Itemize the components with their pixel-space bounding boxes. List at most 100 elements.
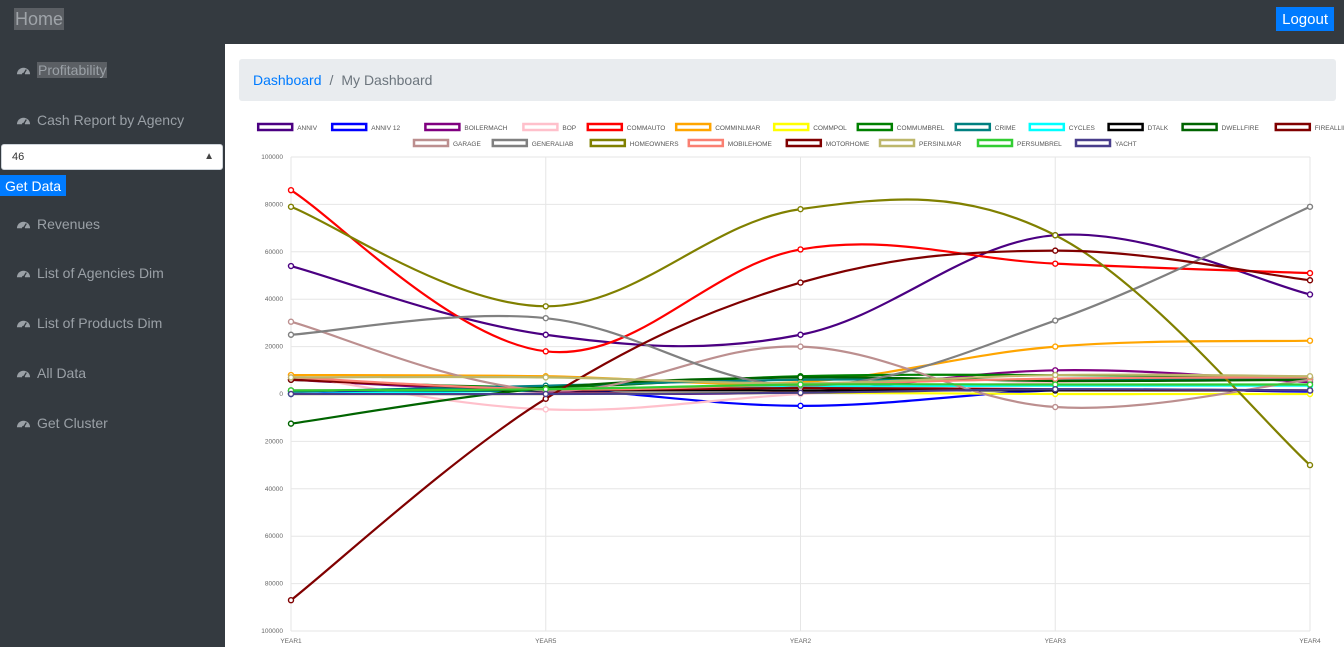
x-tick-label: YEAR3	[1045, 638, 1067, 645]
get-data-button[interactable]: Get Data	[0, 175, 67, 196]
data-point	[797, 389, 804, 397]
select-arrows-icon: ▲	[204, 151, 214, 162]
y-tick-label: 100000	[261, 154, 283, 161]
legend-swatch	[674, 122, 712, 132]
legend-label: CYCLES	[1069, 125, 1096, 132]
x-tick-label: YEAR5	[535, 638, 557, 645]
data-point	[287, 203, 295, 210]
legend-swatch	[1181, 122, 1218, 132]
legend-label: YACHT	[1115, 141, 1137, 148]
data-point	[1306, 337, 1314, 344]
main-content: Dashboard / My Dashboard	[225, 44, 1344, 647]
legend-label: PERSINLMAR	[919, 141, 962, 148]
dashboard-icon	[16, 117, 31, 126]
legend-swatch	[522, 122, 559, 132]
legend-label: BOILERMACH	[464, 125, 507, 132]
y-tick-label: 0	[279, 391, 283, 398]
data-point	[1052, 260, 1059, 267]
y-tick-label: 20000	[265, 438, 283, 445]
agency-select[interactable]: 46 ▲	[1, 144, 223, 170]
home-link[interactable]: Home	[14, 8, 65, 30]
legend-swatch	[856, 122, 894, 132]
sidebar-item-all-data[interactable]: All Data	[16, 361, 86, 385]
sidebar-item-label: List of Agencies Dim	[37, 265, 164, 281]
sidebar-item-revenues[interactable]: Revenues	[16, 212, 100, 236]
breadcrumb-separator: /	[329, 72, 334, 88]
data-point	[542, 331, 549, 338]
dashboard-icon	[16, 67, 31, 76]
legend-swatch	[1107, 122, 1144, 132]
data-point	[542, 303, 549, 310]
legend-swatch	[785, 138, 823, 148]
sidebar-item-products[interactable]: List of Products Dim	[16, 311, 162, 335]
legend-label: COMMAUTO	[627, 125, 666, 132]
y-tick-label: 60000	[265, 533, 283, 540]
data-point	[1052, 386, 1059, 393]
data-point	[1052, 403, 1059, 411]
sidebar-item-label: List of Products Dim	[37, 315, 163, 331]
legend-label: ANNIV	[297, 125, 318, 132]
data-point	[797, 246, 804, 253]
data-point	[287, 374, 295, 381]
sidebar-item-label: Cash Report by Agency	[37, 112, 185, 128]
data-point	[287, 420, 295, 427]
data-point	[1052, 317, 1059, 324]
legend-label: COMMPOL	[813, 125, 847, 132]
data-point	[797, 374, 804, 381]
sidebar-item-agencies[interactable]: List of Agencies Dim	[16, 261, 164, 285]
sidebar-item-label: Get Cluster	[37, 415, 108, 431]
data-point	[287, 262, 295, 270]
legend-swatch	[586, 122, 624, 132]
logout-button[interactable]: Logout	[1276, 7, 1334, 31]
y-tick-label: 40000	[265, 296, 283, 303]
legend-label: CRIME	[995, 125, 1017, 132]
data-point	[797, 279, 804, 286]
breadcrumb: Dashboard / My Dashboard	[239, 59, 1336, 101]
series-line	[290, 189, 1311, 354]
dashboard-icon	[16, 320, 31, 329]
legend-swatch	[1274, 122, 1312, 132]
y-tick-label: 60000	[265, 249, 283, 256]
data-point	[797, 331, 804, 338]
sidebar-item-profitability[interactable]: Profitability	[16, 58, 108, 82]
sidebar-item-get-cluster[interactable]: Get Cluster	[16, 411, 108, 435]
legend-label: ANNIV 12	[371, 125, 400, 132]
legend-label: GENERALIAB	[532, 141, 574, 148]
legend-swatch	[424, 122, 461, 132]
dashboard-icon	[16, 370, 31, 379]
data-point	[1052, 232, 1059, 239]
y-tick-label: 20000	[265, 344, 283, 351]
data-point	[1306, 387, 1314, 394]
breadcrumb-dashboard-link[interactable]: Dashboard	[253, 72, 322, 88]
data-point	[1306, 381, 1314, 388]
legend-label: BOP	[562, 125, 576, 132]
y-tick-label: 100000	[261, 628, 283, 635]
data-point	[542, 314, 549, 322]
data-point	[1306, 277, 1314, 284]
data-point	[797, 343, 804, 350]
sidebar-item-label: All Data	[37, 365, 87, 381]
legend-swatch	[772, 122, 810, 132]
data-point	[1052, 343, 1059, 350]
data-point	[1306, 373, 1314, 380]
legend-swatch	[330, 122, 368, 132]
data-point	[287, 331, 295, 338]
data-point	[287, 390, 295, 398]
legend-label: FIREALLIED	[1315, 125, 1344, 132]
x-tick-label: YEAR2	[790, 638, 812, 645]
x-tick-label: YEAR1	[280, 638, 302, 645]
sidebar: Profitability Cash Report by Agency 46 ▲…	[0, 44, 225, 647]
legend-swatch	[412, 138, 450, 148]
dashboard-icon	[16, 420, 31, 429]
legend-swatch	[256, 122, 294, 132]
legend-swatch	[589, 138, 627, 148]
legend-label: MOTORHOME	[826, 141, 870, 148]
data-point	[1306, 269, 1314, 277]
legend-swatch	[878, 138, 916, 148]
sidebar-item-cash-report[interactable]: Cash Report by Agency	[16, 108, 184, 132]
legend-label: COMMUMBREL	[897, 125, 945, 132]
data-point	[797, 381, 804, 388]
data-point	[287, 318, 295, 325]
legend-swatch	[954, 122, 992, 132]
agency-select-value: 46	[12, 151, 25, 163]
